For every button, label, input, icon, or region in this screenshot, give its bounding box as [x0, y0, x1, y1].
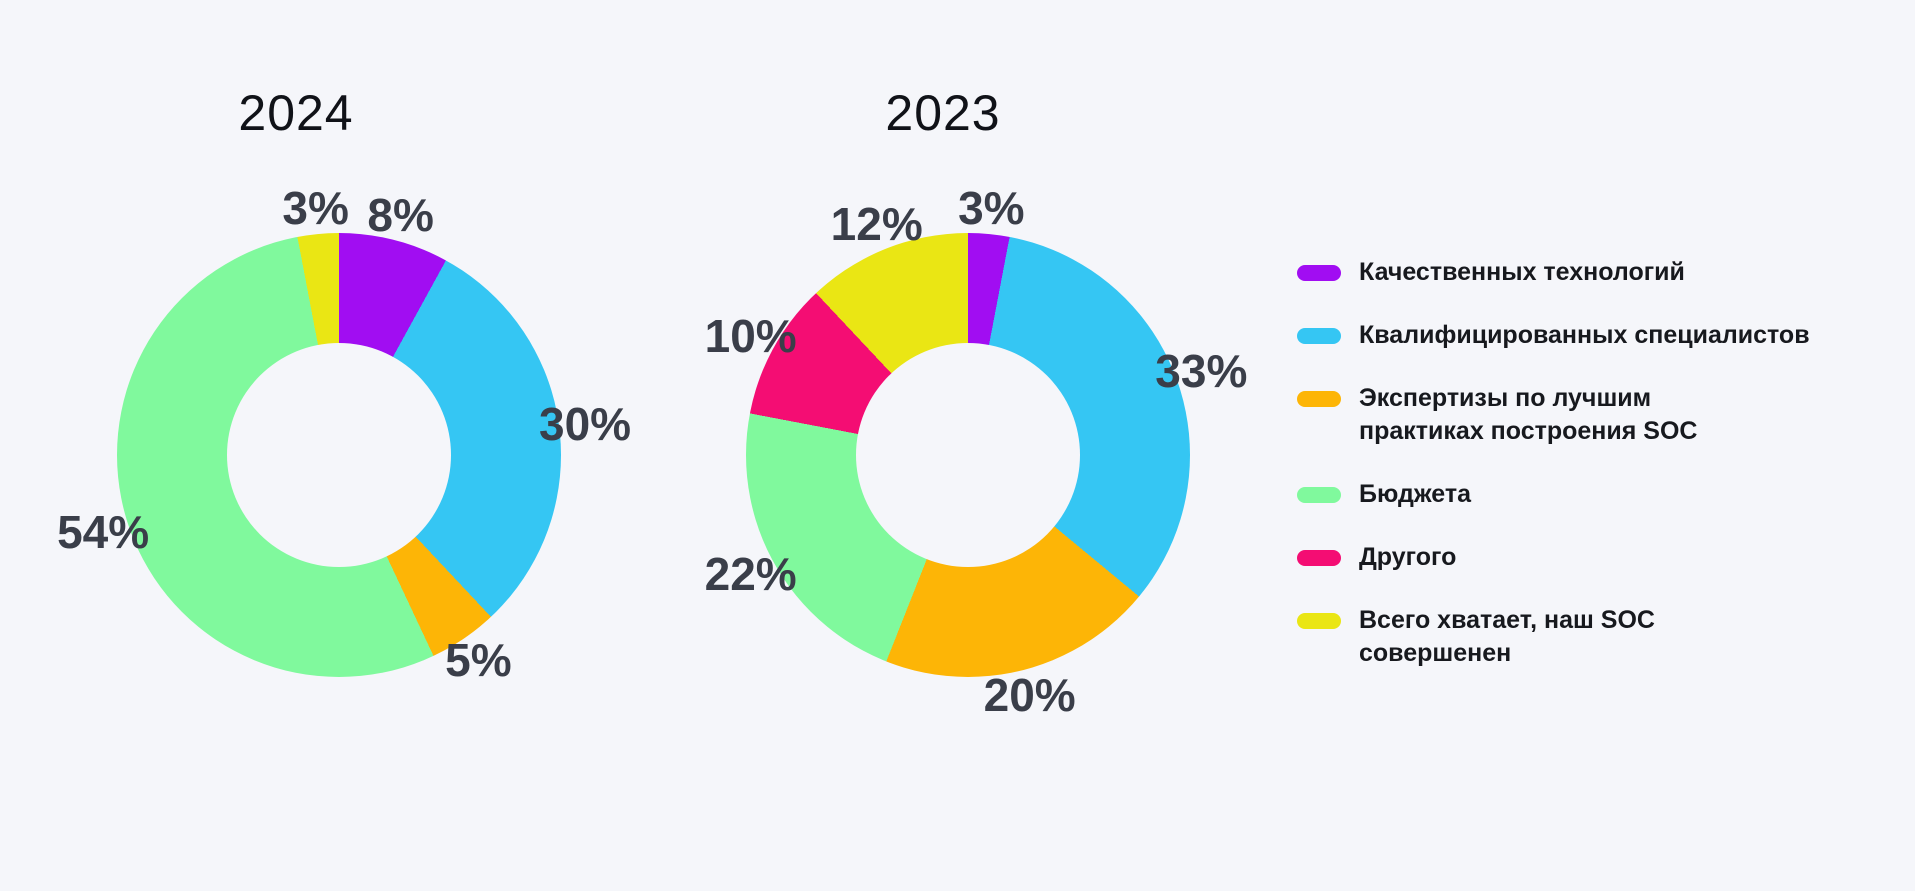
donut-hole — [856, 343, 1080, 567]
legend-swatch — [1297, 487, 1341, 503]
legend-label: Всего хватает, наш SOC совершенен — [1359, 606, 1655, 667]
legend-swatch — [1297, 391, 1341, 407]
donut-hole — [227, 343, 451, 567]
legend-swatch — [1297, 550, 1341, 566]
legend-item-1: Качественных технологий — [1297, 256, 1810, 289]
legend-item-6: Всего хватает, наш SOC совершенен — [1297, 604, 1810, 670]
slice-value-label: 30% — [538, 397, 632, 450]
slice-value-label: 5% — [445, 634, 512, 687]
legend-label: Другого — [1359, 543, 1457, 571]
legend-label: Качественных технологий — [1359, 258, 1685, 286]
legend-swatch — [1297, 265, 1341, 281]
legend-item-3: Экспертизы по лучшим практиках построени… — [1297, 382, 1810, 448]
slice-value-label: 20% — [983, 669, 1076, 722]
donut-ring-2023 — [746, 233, 1190, 677]
slice-value-label: 33% — [1155, 344, 1248, 397]
donut-ring-2024 — [117, 233, 561, 677]
slice-value-label: 8% — [367, 188, 434, 241]
legend-label: Экспертизы по лучшим практиках построени… — [1359, 384, 1698, 445]
slice-value-label: 3% — [958, 182, 1025, 235]
slice-value-label: 3% — [282, 182, 349, 235]
chart-title-2023: 2023 — [885, 85, 1001, 141]
chart-title-2024: 2024 — [238, 85, 354, 141]
legend-label: Бюджета — [1359, 480, 1471, 508]
chart-legend: Качественных технологий Квалифицированных… — [1297, 256, 1810, 670]
legend-label: Квалифицированных специалистов — [1359, 321, 1810, 349]
legend-item-2: Квалифицированных специалистов — [1297, 319, 1810, 352]
legend-swatch — [1297, 613, 1341, 629]
legend-item-5: Другого — [1297, 541, 1810, 574]
slice-value-label: 10% — [704, 309, 797, 362]
legend-item-4: Бюджета — [1297, 478, 1810, 511]
slice-value-label: 12% — [830, 198, 923, 251]
legend-swatch — [1297, 328, 1341, 344]
slice-value-label: 22% — [704, 548, 797, 601]
slice-value-label: 54% — [57, 505, 150, 558]
